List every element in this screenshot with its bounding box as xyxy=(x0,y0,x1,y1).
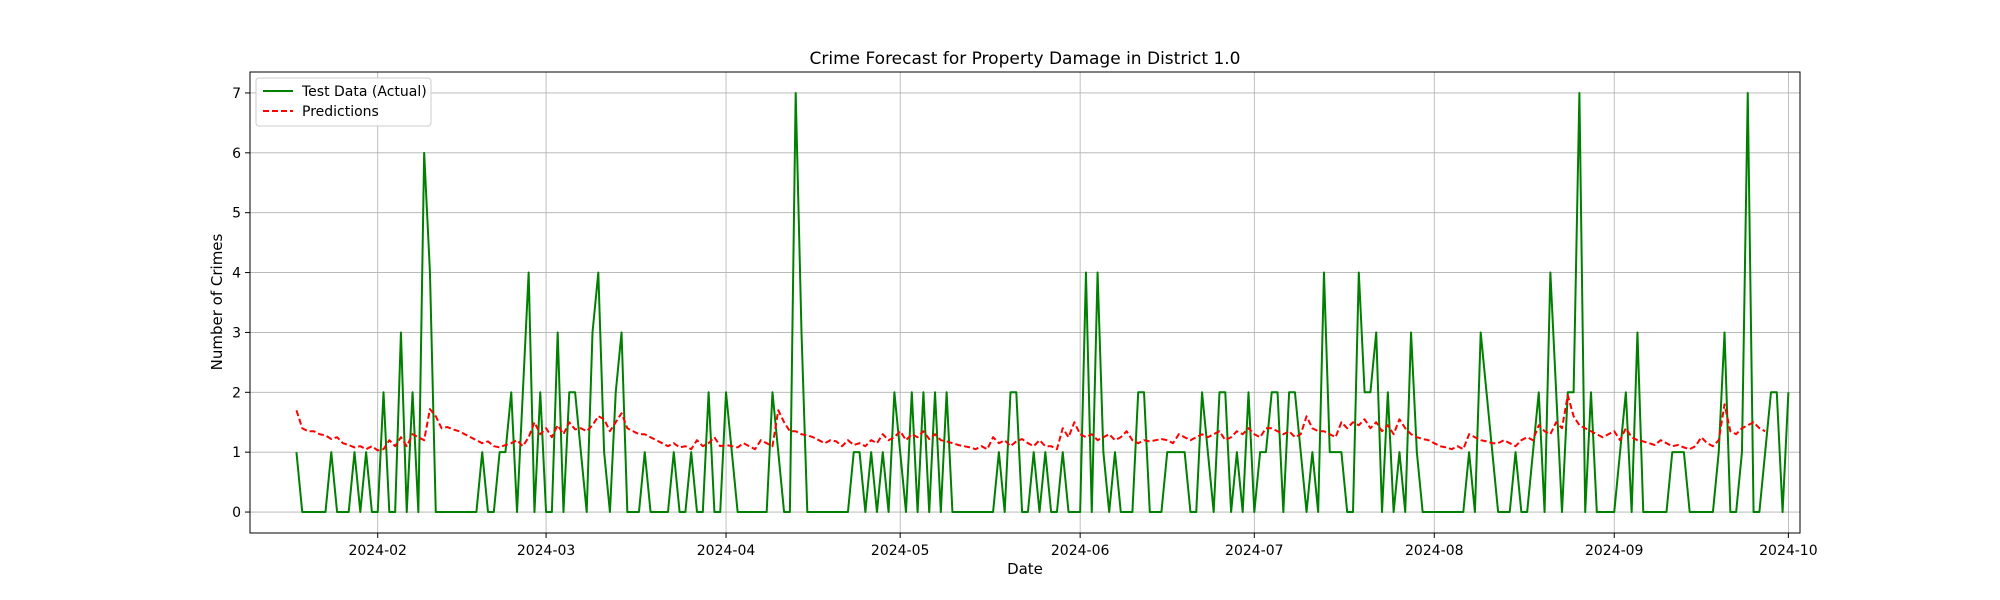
x-tick-label: 2024-10 xyxy=(1759,543,1818,559)
x-tick-label: 2024-06 xyxy=(1051,543,1110,559)
legend: Test Data (Actual) Predictions xyxy=(255,77,432,127)
x-axis-label: Date xyxy=(1007,560,1043,578)
y-tick-label: 0 xyxy=(232,505,241,521)
x-tick-label: 2024-02 xyxy=(348,543,407,559)
x-tick-label: 2024-07 xyxy=(1225,543,1284,559)
x-tick-label: 2024-04 xyxy=(697,543,756,559)
y-tick-label: 6 xyxy=(232,146,241,162)
x-tick-label: 2024-05 xyxy=(871,543,930,559)
ticks-layer: 2024-02 2024-03 2024-04 2024-05 2024-06 2024-… xyxy=(232,86,1818,559)
y-tick-label: 1 xyxy=(232,445,241,461)
y-axis-label: Number of Crimes xyxy=(208,233,226,370)
y-tick-label: 3 xyxy=(232,325,241,341)
legend-label-actual: Test Data (Actual) xyxy=(301,84,427,100)
plot-area-frame xyxy=(249,71,1801,534)
legend-box xyxy=(255,77,432,127)
x-tick-label: 2024-09 xyxy=(1585,543,1644,559)
x-tick-label: 2024-03 xyxy=(517,543,576,559)
chart-title: Crime Forecast for Property Damage in Di… xyxy=(809,49,1240,69)
y-tick-label: 2 xyxy=(232,385,241,401)
y-tick-label: 4 xyxy=(232,266,241,282)
legend-label-predictions: Predictions xyxy=(302,104,379,120)
x-tick-label: 2024-08 xyxy=(1405,543,1464,559)
series-line-actual xyxy=(295,91,1790,514)
y-tick-label: 5 xyxy=(232,206,241,222)
series-line-predictions xyxy=(295,394,1766,452)
y-tick-label: 7 xyxy=(232,86,241,102)
series-layer xyxy=(295,91,1790,514)
